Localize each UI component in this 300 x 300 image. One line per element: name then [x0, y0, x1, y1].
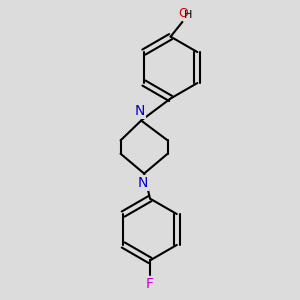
Text: H: H: [184, 11, 192, 20]
Text: F: F: [146, 278, 154, 292]
Text: O: O: [178, 8, 188, 20]
Text: N: N: [134, 104, 145, 118]
Text: N: N: [137, 176, 148, 190]
